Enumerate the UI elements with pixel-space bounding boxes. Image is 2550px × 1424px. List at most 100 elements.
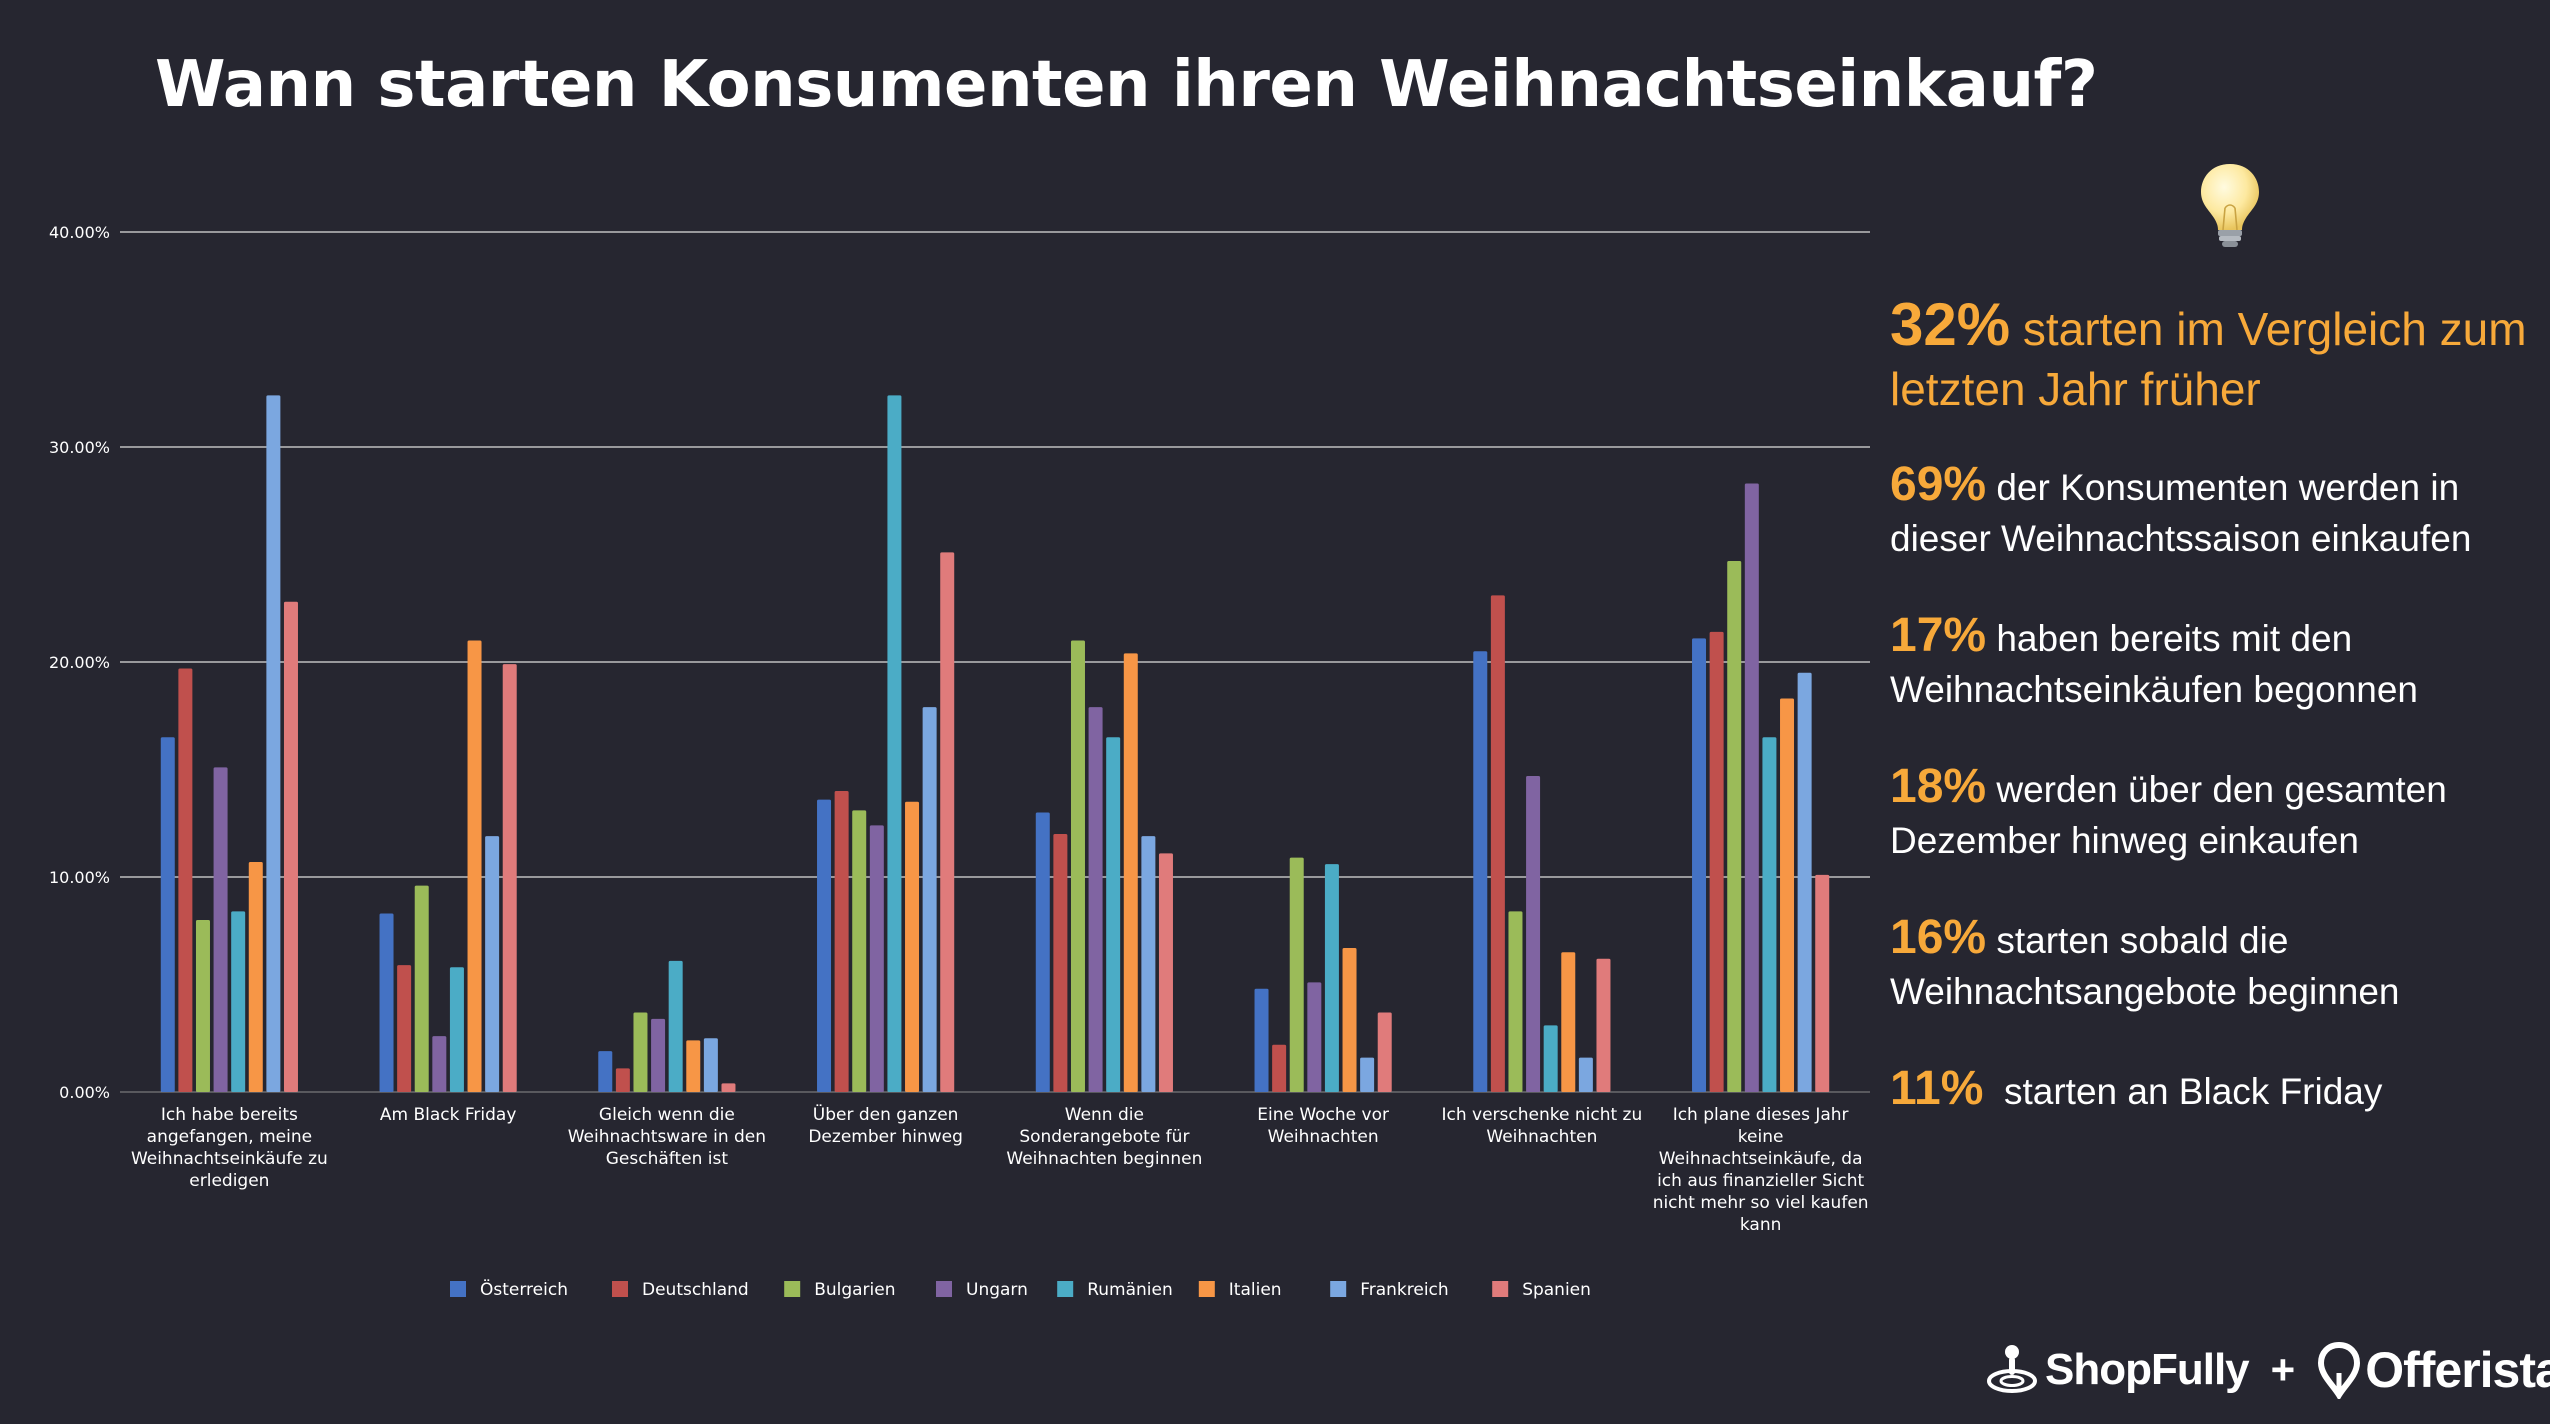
- x-category-label: Über den ganzen Dezember hinweg: [808, 1103, 963, 1147]
- bar: [1709, 631, 1724, 1092]
- bar: [1596, 958, 1611, 1092]
- fact-text: der Konsumenten werden in dieser Weihnac…: [1890, 467, 2472, 559]
- legend-swatch: [450, 1281, 466, 1297]
- bar: [231, 911, 246, 1092]
- bar: [1123, 653, 1138, 1092]
- bar: [703, 1038, 718, 1092]
- bar: [1543, 1025, 1558, 1092]
- bar: [817, 799, 832, 1092]
- bar: [1053, 834, 1068, 1092]
- bar: [1727, 560, 1742, 1092]
- page-title: Wann starten Konsumenten ihren Weihnacht…: [155, 48, 2098, 122]
- bar: [1070, 640, 1085, 1092]
- bar: [397, 965, 412, 1092]
- x-category-label: Eine Woche vor Weihnachten: [1257, 1105, 1389, 1147]
- shopfully-logo: ShopFully: [2045, 1345, 2250, 1394]
- bar: [905, 801, 920, 1092]
- legend-label: Spanien: [1522, 1280, 1591, 1300]
- fact-text: werden über den gesamten Dezember hinweg…: [1890, 769, 2447, 861]
- bar: [178, 668, 193, 1092]
- legend-label: Frankreich: [1360, 1280, 1449, 1300]
- fact-percent: 11%: [1890, 1062, 1984, 1115]
- bar: [1141, 836, 1156, 1092]
- y-tick-label: 0.00%: [59, 1083, 110, 1102]
- bar-chart: 0.00% 10.00% 20.00% 30.00% 40.00% Ich habe be…: [49, 223, 1870, 1300]
- fact-text: starten an Black Friday: [1983, 1071, 2383, 1112]
- fact-offers-start: 16% starten sobald die Weihnachtsangebot…: [1890, 912, 2530, 1017]
- bar: [1762, 737, 1777, 1092]
- x-category-label: Am Black Friday: [380, 1105, 517, 1125]
- bar: [1106, 737, 1121, 1092]
- fact-already-started: 17% haben bereits mit den Weihnachtseink…: [1890, 610, 2530, 715]
- bar: [248, 861, 263, 1092]
- bar: [668, 960, 683, 1092]
- fact-percent: 18%: [1890, 760, 1987, 813]
- bar: [432, 1036, 447, 1092]
- legend-swatch: [1198, 1281, 1215, 1297]
- bar: [834, 791, 849, 1092]
- bar: [1342, 947, 1357, 1092]
- y-tick-label: 10.00%: [49, 868, 110, 887]
- x-category-label: Ich habe bereits angefangen, meine Weihnac…: [131, 1105, 328, 1191]
- fact-text: haben bereits mit den Weihnachtseinkäufe…: [1890, 618, 2419, 710]
- logo-plus: +: [2270, 1346, 2296, 1393]
- bar: [414, 885, 429, 1092]
- bar: [869, 825, 884, 1092]
- legend-label: Deutschland: [642, 1280, 749, 1300]
- bar: [887, 395, 902, 1092]
- fact-black-friday: 11% starten an Black Friday: [1890, 1063, 2530, 1117]
- legend-label: Rumänien: [1087, 1280, 1173, 1300]
- bar: [852, 810, 867, 1092]
- fact-percent: 17%: [1890, 609, 1987, 662]
- legend-label: Italien: [1229, 1280, 1282, 1300]
- y-tick-label: 30.00%: [49, 438, 110, 457]
- bar: [1490, 595, 1505, 1092]
- bar: [1744, 483, 1759, 1092]
- bar: [1692, 638, 1707, 1092]
- legend-swatch: [1057, 1281, 1074, 1297]
- bar: [160, 737, 175, 1092]
- bar: [1254, 988, 1269, 1092]
- bar: [1289, 857, 1304, 1092]
- bar: [940, 552, 955, 1092]
- bar: [1578, 1057, 1593, 1092]
- bar: [1526, 775, 1541, 1092]
- offerista-logo: Offerista: [2365, 1342, 2550, 1398]
- x-category-label: Ich plane dieses Jahr keine Weihnachtseink…: [1653, 1105, 1869, 1235]
- bar: [1307, 982, 1322, 1092]
- legend-label: Österreich: [480, 1278, 568, 1300]
- bar: [1780, 698, 1795, 1092]
- bar: [1324, 864, 1339, 1092]
- bar: [449, 967, 464, 1092]
- legend-swatch: [612, 1281, 628, 1297]
- offerista-logo-icon: [2318, 1341, 2361, 1399]
- bar: [1473, 651, 1488, 1092]
- legend-swatch: [1492, 1281, 1509, 1297]
- legend-swatch: [784, 1281, 801, 1297]
- fact-text: starten sobald die Weihnachtsangebote be…: [1890, 920, 2400, 1012]
- bar: [922, 707, 937, 1092]
- bar: [213, 767, 228, 1092]
- legend-swatch: [936, 1281, 952, 1297]
- key-facts: 32% starten im Vergleich zum letzten Jah…: [1890, 295, 2530, 1117]
- bar: [1561, 952, 1576, 1092]
- fact-percent: 16%: [1890, 911, 1987, 964]
- bar: [283, 601, 298, 1092]
- bar: [651, 1018, 666, 1092]
- x-category-label: Ich verschenke nicht zu Weihnachten: [1442, 1105, 1643, 1147]
- bar: [721, 1083, 736, 1092]
- fact-percent: 32%: [1890, 291, 2011, 358]
- y-tick-label: 40.00%: [49, 223, 110, 242]
- bar: [615, 1068, 630, 1092]
- y-tick-label: 20.00%: [49, 653, 110, 672]
- logo-bar: ShopFully + Offerista: [1985, 1335, 2550, 1405]
- bar: [1797, 672, 1812, 1092]
- bar: [467, 640, 482, 1092]
- bar: [1035, 812, 1050, 1092]
- bar: [379, 913, 394, 1092]
- bar: [686, 1040, 701, 1092]
- fact-consumers-buying: 69% der Konsumenten werden in dieser Wei…: [1890, 459, 2530, 564]
- bar: [1272, 1044, 1287, 1092]
- lightbulb-icon: [2201, 164, 2259, 247]
- legend-label: Bulgarien: [814, 1280, 895, 1300]
